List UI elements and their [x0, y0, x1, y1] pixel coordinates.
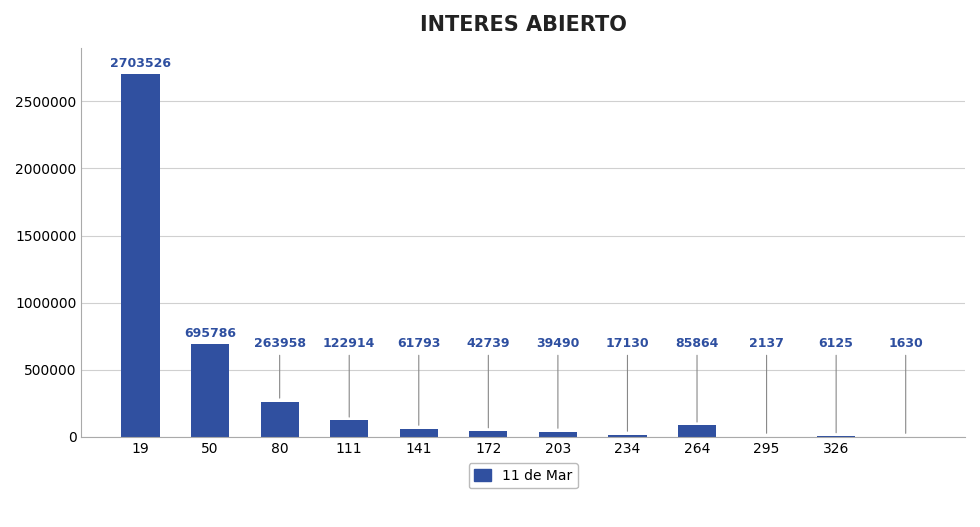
Text: 1630: 1630	[888, 337, 923, 433]
Bar	[609, 435, 647, 437]
Text: 42739: 42739	[466, 337, 510, 428]
Text: 61793: 61793	[397, 337, 440, 425]
Text: 695786: 695786	[184, 327, 236, 339]
Text: 6125: 6125	[818, 337, 854, 433]
Title: INTERES ABIERTO: INTERES ABIERTO	[419, 15, 626, 35]
Text: 122914: 122914	[323, 337, 375, 417]
Bar	[330, 421, 368, 437]
Text: 2703526: 2703526	[110, 57, 172, 70]
Bar	[539, 432, 577, 437]
Bar	[400, 428, 438, 437]
Text: 85864: 85864	[675, 337, 718, 422]
Bar	[469, 431, 508, 437]
Legend: 11 de Mar: 11 de Mar	[468, 463, 577, 489]
Bar	[817, 436, 856, 437]
Text: 39490: 39490	[536, 337, 579, 428]
Bar	[261, 402, 299, 437]
Bar	[678, 425, 716, 437]
Bar	[191, 344, 229, 437]
Text: 2137: 2137	[749, 337, 784, 433]
Text: 263958: 263958	[254, 337, 306, 398]
Bar	[122, 74, 160, 437]
Text: 17130: 17130	[606, 337, 650, 431]
